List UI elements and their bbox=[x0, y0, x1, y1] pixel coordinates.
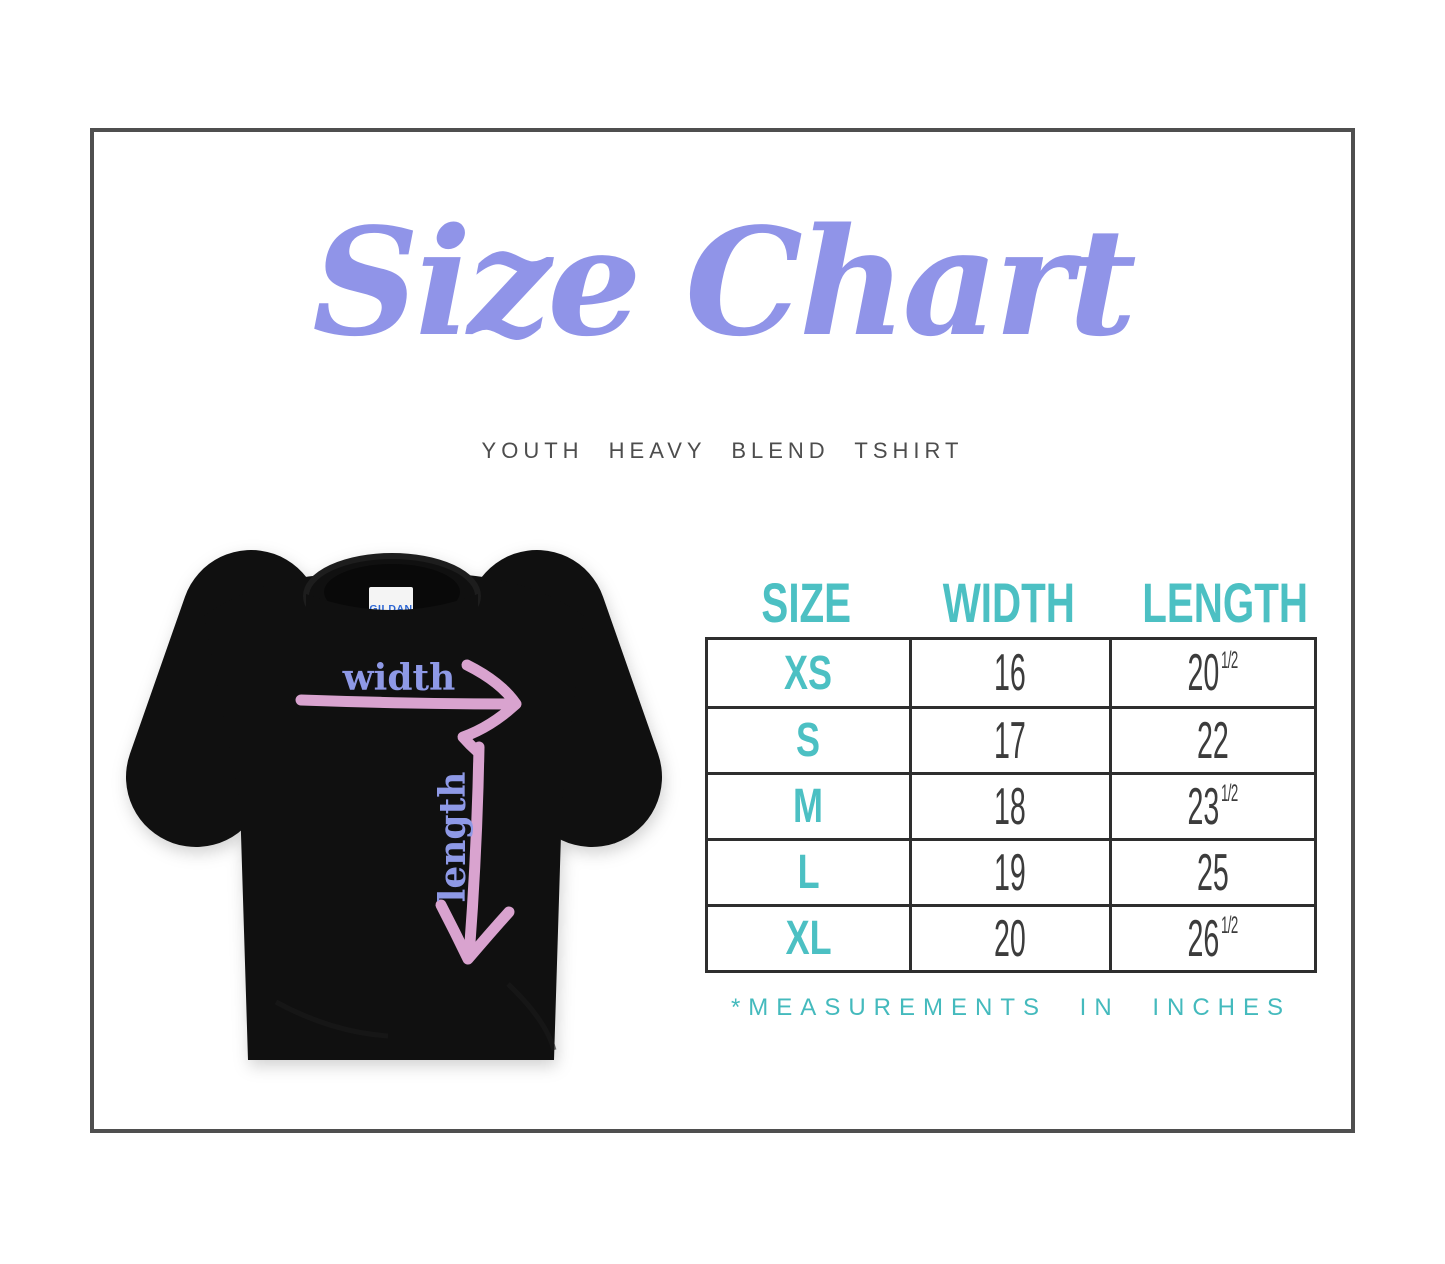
size-table: XS 16 201/2 S 17 22 M 18 231/2 L 19 25 XL 20 261/2 bbox=[705, 637, 1317, 973]
width-cell: 17 bbox=[908, 709, 1110, 772]
width-cell: 19 bbox=[908, 841, 1110, 904]
column-header-length: LENGTH bbox=[1142, 571, 1309, 634]
column-header-size: SIZE bbox=[761, 571, 852, 634]
wrinkle-line bbox=[506, 982, 557, 1051]
length-cell: 201/2 bbox=[1109, 640, 1314, 706]
length-arrow-label: length bbox=[432, 772, 474, 903]
size-cell: L bbox=[797, 846, 820, 899]
wrinkle-line bbox=[274, 999, 389, 1039]
width-cell: 18 bbox=[908, 775, 1110, 838]
table-row: S 17 22 bbox=[708, 706, 1314, 772]
product-subtitle: YOUTH HEAVY BLEND TSHIRT bbox=[481, 438, 964, 463]
size-cell: S bbox=[796, 714, 821, 767]
table-row: M 18 231/2 bbox=[708, 772, 1314, 838]
table-row: L 19 25 bbox=[708, 838, 1314, 904]
fraction-superscript: 1/2 bbox=[1221, 912, 1239, 940]
tshirt-svg: GILDAN width length bbox=[126, 550, 662, 1060]
table-header-row: SIZE WIDTH LENGTH bbox=[705, 570, 1317, 634]
width-cell: 16 bbox=[908, 640, 1110, 706]
chart-frame: Size Chart YOUTH HEAVY BLEND TSHIRT GILD… bbox=[90, 128, 1355, 1133]
fraction-superscript: 1/2 bbox=[1221, 780, 1239, 808]
length-arrow-head bbox=[435, 899, 515, 965]
size-cell: XL bbox=[785, 912, 832, 965]
measurements-footnote: *MEASUREMENTS IN INCHES bbox=[730, 994, 1292, 1021]
width-arrow-line bbox=[295, 694, 520, 710]
length-cell: 261/2 bbox=[1109, 907, 1314, 970]
column-header-width: WIDTH bbox=[942, 571, 1075, 634]
width-cell: 20 bbox=[908, 907, 1110, 970]
table-row: XL 20 261/2 bbox=[708, 904, 1314, 970]
width-arrow-label: width bbox=[342, 657, 456, 699]
length-cell: 25 bbox=[1109, 841, 1314, 904]
table-row: XS 16 201/2 bbox=[708, 640, 1314, 706]
fraction-superscript: 1/2 bbox=[1221, 646, 1239, 674]
width-arrow-head bbox=[457, 659, 522, 758]
page-title: Size Chart bbox=[312, 195, 1136, 369]
length-cell: 231/2 bbox=[1109, 775, 1314, 838]
length-arrow-line bbox=[463, 741, 485, 963]
size-cell: M bbox=[793, 780, 824, 833]
length-cell: 22 bbox=[1109, 709, 1314, 772]
collar-front bbox=[306, 594, 478, 682]
size-cell: XS bbox=[784, 646, 833, 700]
tshirt-illustration: GILDAN width length bbox=[126, 532, 696, 1108]
